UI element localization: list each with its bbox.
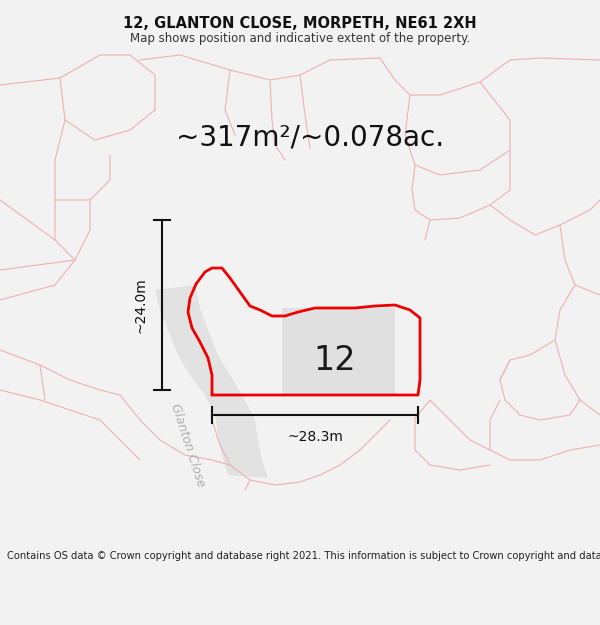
Polygon shape [282,308,395,395]
Text: ~24.0m: ~24.0m [133,277,147,333]
Text: ~317m²/~0.078ac.: ~317m²/~0.078ac. [176,124,444,152]
Text: Contains OS data © Crown copyright and database right 2021. This information is : Contains OS data © Crown copyright and d… [7,551,600,561]
Text: Glanton Close: Glanton Close [169,401,208,489]
Polygon shape [155,285,268,478]
Text: 12, GLANTON CLOSE, MORPETH, NE61 2XH: 12, GLANTON CLOSE, MORPETH, NE61 2XH [123,16,477,31]
Text: ~28.3m: ~28.3m [287,430,343,444]
Text: Map shows position and indicative extent of the property.: Map shows position and indicative extent… [130,32,470,45]
Text: 12: 12 [314,344,356,376]
